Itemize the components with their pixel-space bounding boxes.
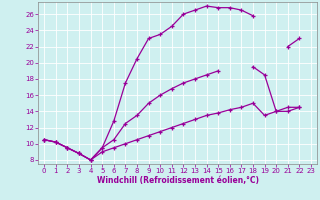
X-axis label: Windchill (Refroidissement éolien,°C): Windchill (Refroidissement éolien,°C) xyxy=(97,176,259,185)
